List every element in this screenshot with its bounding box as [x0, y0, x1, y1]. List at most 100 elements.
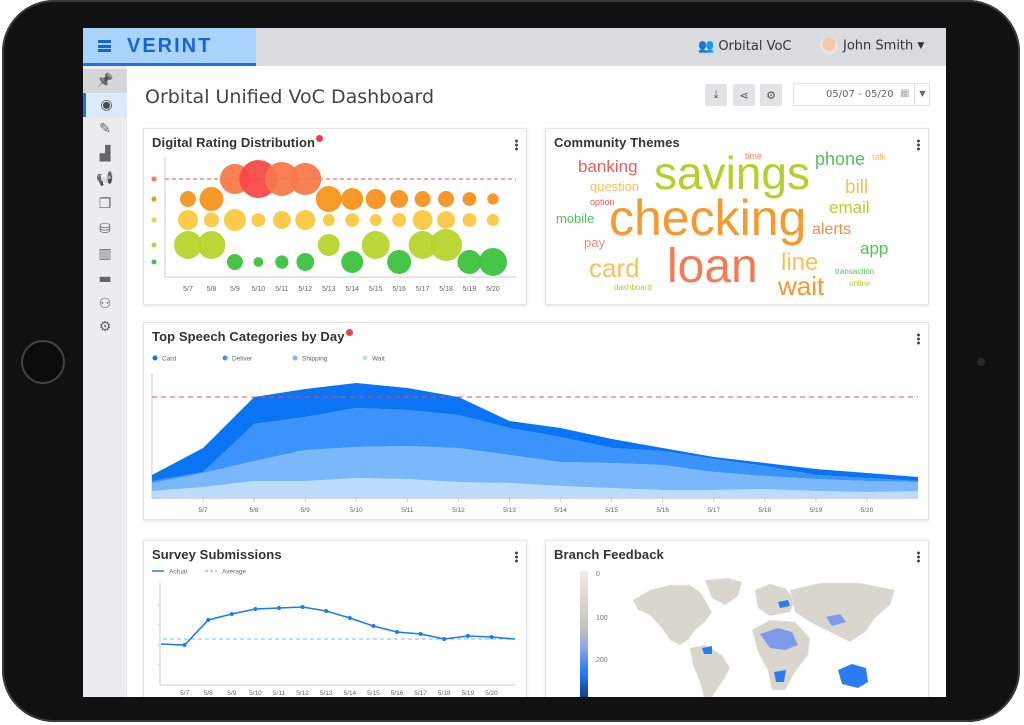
alert-icon[interactable]	[316, 135, 324, 142]
more-menu-icon[interactable]	[515, 139, 518, 151]
word-savings[interactable]: savings	[654, 147, 810, 199]
sidebar-item-analytics[interactable]: ▟	[83, 142, 127, 166]
more-menu-icon[interactable]	[917, 139, 920, 151]
x-tick-label: 5/14	[554, 507, 567, 514]
region-mongolia[interactable]	[826, 614, 846, 626]
region-africa-high[interactable]	[760, 628, 798, 650]
workspace-switcher[interactable]: 👥 Orbital VoC	[698, 39, 792, 54]
word-talk[interactable]: talk	[872, 152, 887, 162]
x-tick-label: 5/13	[320, 690, 333, 697]
bubble	[341, 251, 364, 273]
word-app[interactable]: app	[860, 239, 889, 258]
region-europe[interactable]	[754, 583, 796, 617]
word-checking[interactable]: checking	[609, 190, 807, 246]
download-button[interactable]: ⤓	[705, 84, 727, 106]
more-menu-icon[interactable]	[917, 333, 920, 345]
workspace-label: Orbital VoC	[718, 39, 792, 54]
word-dashboard[interactable]: dashboard	[614, 283, 652, 292]
scale-label: 200	[596, 657, 608, 664]
x-tick-label: 5/19	[461, 690, 474, 697]
sidebar-item-integrations[interactable]: ❐	[83, 192, 127, 216]
region-south-africa[interactable]	[774, 670, 786, 682]
legend-label: Wait	[372, 356, 385, 363]
card-title: Digital Rating Distribution	[152, 135, 324, 150]
alert-icon[interactable]	[345, 329, 353, 336]
data-point	[395, 630, 399, 634]
x-tick-label: 5/17	[414, 690, 427, 697]
share-button[interactable]: ⋖	[733, 84, 755, 106]
x-tick-label: 5/8	[250, 507, 259, 514]
bubble	[289, 163, 322, 195]
bubble	[390, 190, 409, 208]
x-tick-label: 5/14	[345, 286, 359, 293]
rating-2-marker	[151, 242, 157, 248]
bubble	[197, 231, 226, 259]
bubble	[199, 187, 224, 211]
word-email[interactable]: email	[829, 198, 870, 217]
data-point	[371, 624, 376, 628]
x-tick-label: 5/14	[343, 690, 356, 697]
bubble	[387, 250, 412, 274]
sidebar-item-settings[interactable]: ⚙	[83, 315, 127, 339]
area-series-wait	[152, 478, 919, 497]
avatar	[820, 37, 838, 55]
user-menu[interactable]: John Smith ▼	[820, 37, 924, 55]
sidebar-item-users[interactable]: ⚇	[83, 292, 127, 316]
word-mobile[interactable]: mobile	[556, 211, 595, 226]
region-venezuela[interactable]	[702, 646, 712, 654]
rating-1-marker	[151, 259, 157, 265]
sidebar-item-announcements[interactable]: 📢	[83, 167, 127, 191]
date-range-picker[interactable]: 05/07 - 05/20 ▦ ▼	[793, 83, 930, 106]
settings-button[interactable]: ⚙	[760, 84, 782, 106]
data-point	[489, 635, 494, 639]
speech-area-chart: Card Deliver Shipping Wait 5/7 5/8 5/9 5/10 5/11…	[151, 355, 919, 514]
sidebar-item-dashboard[interactable]: ◉	[83, 93, 127, 117]
word-question[interactable]: question	[590, 179, 640, 194]
x-tick-label: 5/10	[249, 690, 262, 697]
legend-label: Actual	[169, 569, 188, 576]
sidebar-item-edit[interactable]: ✎	[83, 117, 127, 141]
sidebar-item-files[interactable]: ▬	[83, 267, 127, 291]
word-loan[interactable]: loan	[667, 240, 758, 293]
word-wait[interactable]: wait	[778, 271, 825, 301]
legend-label: Deliver	[232, 356, 253, 363]
word-pay[interactable]: pay	[584, 235, 605, 250]
bubble	[203, 212, 219, 228]
x-tick-label: 5/8	[207, 286, 217, 293]
word-alerts[interactable]: alerts	[812, 221, 852, 238]
data-point	[229, 612, 234, 616]
home-button[interactable]	[21, 340, 65, 384]
bubble	[361, 231, 390, 259]
word-online[interactable]: online	[849, 279, 871, 288]
word-card[interactable]: card	[589, 253, 640, 283]
word-bill[interactable]: bill	[845, 177, 869, 198]
region-eastern-europe[interactable]	[778, 600, 790, 608]
bubble	[296, 253, 315, 271]
scale-label: 0	[596, 571, 600, 578]
region-asia[interactable]	[789, 582, 896, 643]
pin-icon: 📌	[96, 73, 114, 89]
region-australia[interactable]	[838, 664, 868, 688]
region-north-america[interactable]	[632, 584, 713, 646]
word-phone[interactable]: phone	[815, 149, 866, 169]
region-south-america[interactable]	[689, 644, 731, 697]
menu-icon[interactable]	[98, 40, 111, 52]
bubble	[322, 214, 335, 226]
sidebar-item-segments[interactable]: ▥	[83, 242, 127, 266]
gauge-icon: ◉	[100, 97, 113, 113]
more-menu-icon[interactable]	[917, 551, 920, 563]
word-transaction[interactable]: transaction	[835, 267, 875, 276]
word-time[interactable]: time	[745, 151, 763, 161]
region-greenland[interactable]	[704, 577, 743, 606]
sidebar-item-pin[interactable]: 📌	[83, 69, 127, 93]
data-point	[182, 643, 187, 647]
megaphone-icon: 📢	[96, 171, 114, 187]
chevron-down-icon[interactable]: ▼	[914, 84, 930, 105]
sidebar-item-data[interactable]: ⛁	[83, 217, 127, 241]
word-line[interactable]: line	[781, 249, 819, 276]
data-point	[277, 606, 281, 610]
word-option[interactable]: option	[590, 197, 615, 207]
gear-icon: ⚙	[766, 88, 776, 102]
more-menu-icon[interactable]	[515, 551, 518, 563]
word-banking[interactable]: banking	[578, 157, 638, 176]
